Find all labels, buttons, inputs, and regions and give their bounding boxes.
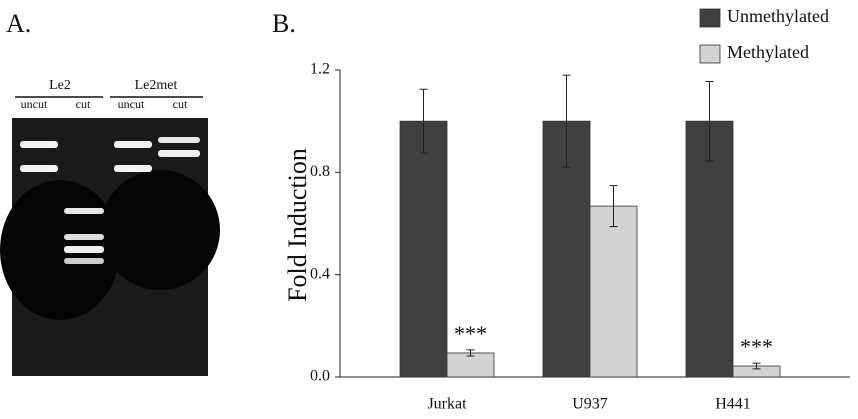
band <box>114 141 152 148</box>
y-tick-label: 0.4 <box>310 265 330 282</box>
band <box>114 165 152 172</box>
y-axis-title: Fold Induction <box>283 148 312 302</box>
lane-sub: uncut <box>118 97 145 111</box>
y-tick-label: 0.0 <box>310 368 330 385</box>
band <box>64 246 104 253</box>
annotation: *** <box>740 334 773 359</box>
lane-label: Le2met <box>135 78 178 93</box>
y-tick-label: 1.2 <box>310 61 330 78</box>
panel-label: A. <box>6 9 31 38</box>
band <box>158 150 200 157</box>
band <box>20 141 58 148</box>
lane-sub: uncut <box>21 97 48 111</box>
band <box>64 234 104 240</box>
bar <box>447 353 494 377</box>
annotation: *** <box>454 321 487 346</box>
legend-swatch <box>700 45 720 63</box>
lane-sub: cut <box>76 97 91 111</box>
band <box>158 137 200 143</box>
x-tick-label: U937 <box>572 396 608 413</box>
gel-shadow <box>100 170 220 290</box>
x-tick-label: Jurkat <box>427 396 467 413</box>
gel: Le2 Le2met uncut cut uncut cut <box>0 78 220 376</box>
panel-label: B. <box>272 9 296 38</box>
band <box>20 165 58 172</box>
y-tick-label: 0.8 <box>310 163 330 180</box>
bar <box>590 206 637 377</box>
lane-sub: cut <box>173 97 188 111</box>
band <box>64 208 104 214</box>
band <box>64 258 104 264</box>
lane-label: Le2 <box>49 78 71 93</box>
figure: A. B. Le2 Le2met uncut cut uncut cut Fol… <box>0 0 858 419</box>
x-tick-label: H441 <box>715 396 751 413</box>
legend-label: Methylated <box>727 42 809 62</box>
legend-label: Unmethylated <box>727 6 829 26</box>
legend-swatch <box>700 9 720 27</box>
bar <box>400 121 447 377</box>
